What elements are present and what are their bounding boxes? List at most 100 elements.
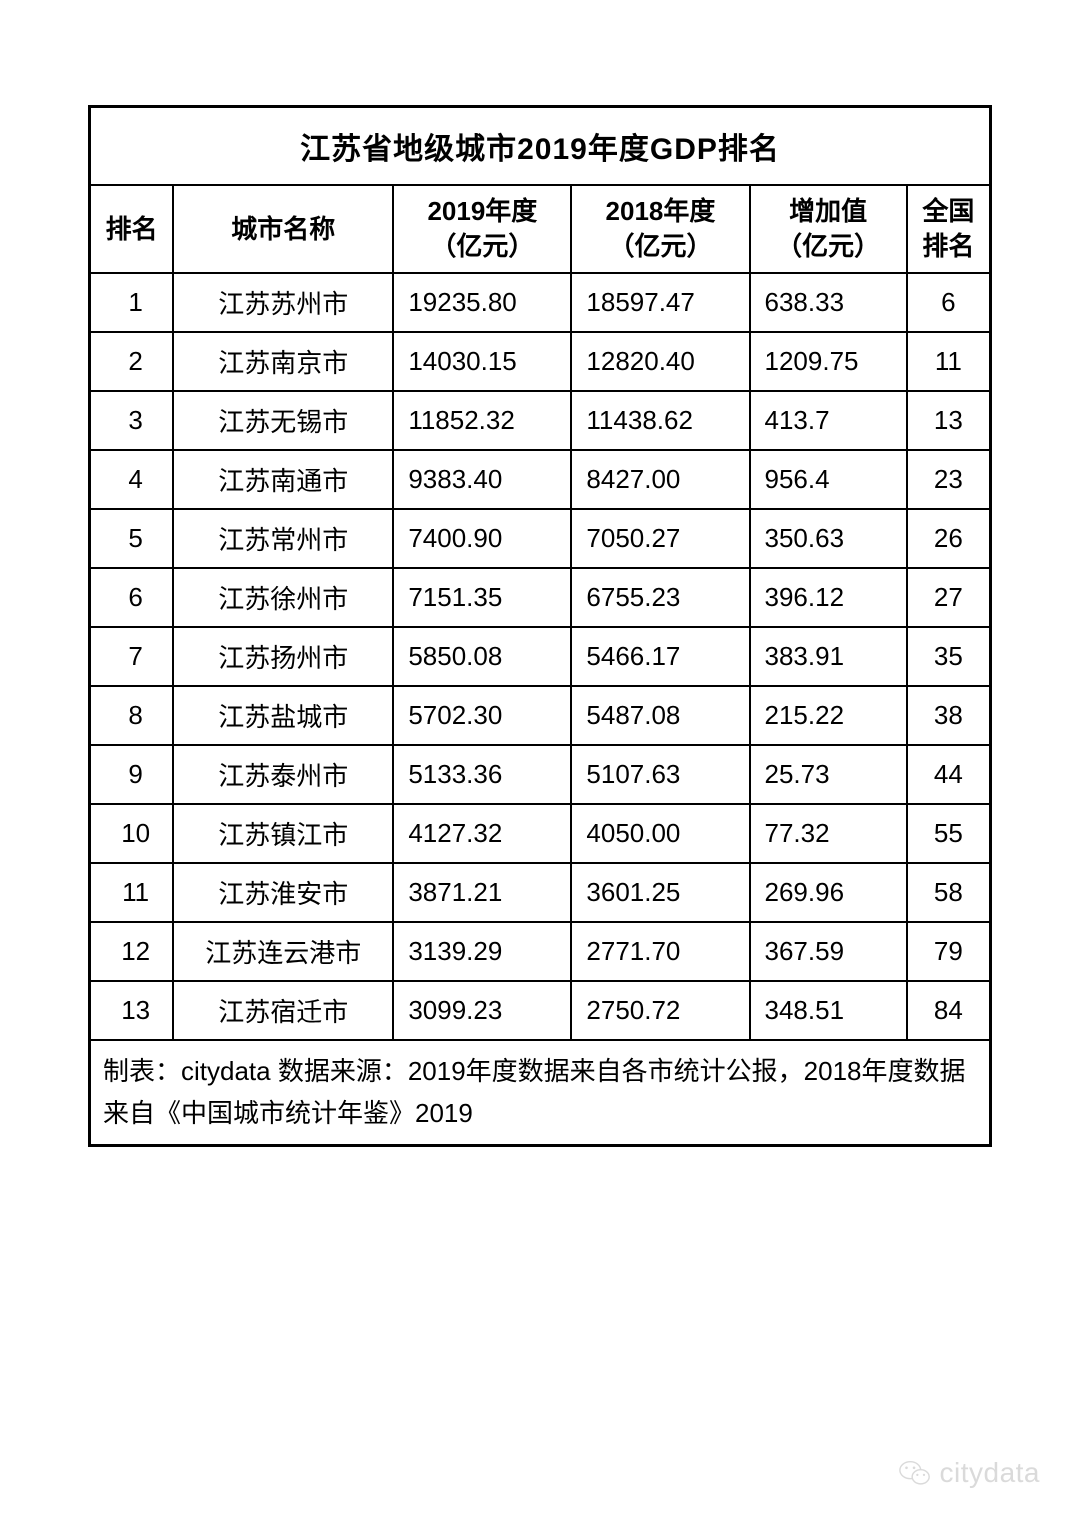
cell-2018: 5107.63 (571, 745, 749, 804)
cell-national-rank: 6 (907, 273, 991, 332)
cell-2019: 3871.21 (393, 863, 571, 922)
gdp-ranking-table-container: 江苏省地级城市2019年度GDP排名 排名 城市名称 2019年度（亿元） 20… (88, 105, 992, 1147)
table-row: 8江苏盐城市5702.305487.08215.2238 (90, 686, 991, 745)
table-row: 12江苏连云港市3139.292771.70367.5979 (90, 922, 991, 981)
cell-national-rank: 84 (907, 981, 991, 1040)
cell-2018: 2750.72 (571, 981, 749, 1040)
col-header-2019: 2019年度（亿元） (393, 185, 571, 273)
table-row: 4江苏南通市9383.408427.00956.423 (90, 450, 991, 509)
cell-rank: 8 (90, 686, 174, 745)
cell-city: 江苏扬州市 (173, 627, 393, 686)
table-title-row: 江苏省地级城市2019年度GDP排名 (90, 107, 991, 186)
cell-rank: 12 (90, 922, 174, 981)
cell-national-rank: 26 (907, 509, 991, 568)
cell-national-rank: 44 (907, 745, 991, 804)
cell-increase: 350.63 (750, 509, 907, 568)
cell-city: 江苏镇江市 (173, 804, 393, 863)
cell-2019: 9383.40 (393, 450, 571, 509)
cell-city: 江苏淮安市 (173, 863, 393, 922)
cell-rank: 10 (90, 804, 174, 863)
cell-city: 江苏宿迁市 (173, 981, 393, 1040)
cell-city: 江苏徐州市 (173, 568, 393, 627)
cell-2018: 5466.17 (571, 627, 749, 686)
cell-increase: 269.96 (750, 863, 907, 922)
cell-city: 江苏泰州市 (173, 745, 393, 804)
gdp-ranking-table: 江苏省地级城市2019年度GDP排名 排名 城市名称 2019年度（亿元） 20… (88, 105, 992, 1147)
table-row: 6江苏徐州市7151.356755.23396.1227 (90, 568, 991, 627)
cell-2018: 7050.27 (571, 509, 749, 568)
cell-2018: 8427.00 (571, 450, 749, 509)
table-row: 10江苏镇江市4127.324050.0077.3255 (90, 804, 991, 863)
cell-city: 江苏无锡市 (173, 391, 393, 450)
cell-increase: 413.7 (750, 391, 907, 450)
watermark-text: citydata (940, 1457, 1041, 1489)
cell-national-rank: 11 (907, 332, 991, 391)
table-header-row: 排名 城市名称 2019年度（亿元） 2018年度（亿元） 增加值（亿元） 全国… (90, 185, 991, 273)
cell-city: 江苏苏州市 (173, 273, 393, 332)
cell-city: 江苏南京市 (173, 332, 393, 391)
table-title: 江苏省地级城市2019年度GDP排名 (90, 107, 991, 186)
cell-rank: 2 (90, 332, 174, 391)
cell-2019: 19235.80 (393, 273, 571, 332)
cell-increase: 25.73 (750, 745, 907, 804)
table-row: 11江苏淮安市3871.213601.25269.9658 (90, 863, 991, 922)
cell-2018: 11438.62 (571, 391, 749, 450)
cell-rank: 6 (90, 568, 174, 627)
cell-national-rank: 35 (907, 627, 991, 686)
cell-2018: 5487.08 (571, 686, 749, 745)
table-body: 1江苏苏州市19235.8018597.47638.3362江苏南京市14030… (90, 273, 991, 1040)
cell-increase: 77.32 (750, 804, 907, 863)
cell-2019: 14030.15 (393, 332, 571, 391)
cell-rank: 4 (90, 450, 174, 509)
cell-increase: 1209.75 (750, 332, 907, 391)
cell-rank: 1 (90, 273, 174, 332)
cell-city: 江苏盐城市 (173, 686, 393, 745)
cell-national-rank: 79 (907, 922, 991, 981)
table-row: 2江苏南京市14030.1512820.401209.7511 (90, 332, 991, 391)
col-header-city: 城市名称 (173, 185, 393, 273)
cell-2018: 4050.00 (571, 804, 749, 863)
cell-2019: 7400.90 (393, 509, 571, 568)
table-row: 9江苏泰州市5133.365107.6325.7344 (90, 745, 991, 804)
cell-increase: 367.59 (750, 922, 907, 981)
col-header-rank: 排名 (90, 185, 174, 273)
table-row: 1江苏苏州市19235.8018597.47638.336 (90, 273, 991, 332)
col-header-increase: 增加值（亿元） (750, 185, 907, 273)
cell-rank: 11 (90, 863, 174, 922)
cell-national-rank: 38 (907, 686, 991, 745)
cell-national-rank: 27 (907, 568, 991, 627)
cell-2018: 12820.40 (571, 332, 749, 391)
cell-national-rank: 23 (907, 450, 991, 509)
cell-increase: 956.4 (750, 450, 907, 509)
cell-national-rank: 13 (907, 391, 991, 450)
cell-city: 江苏南通市 (173, 450, 393, 509)
cell-2019: 5133.36 (393, 745, 571, 804)
cell-city: 江苏常州市 (173, 509, 393, 568)
wechat-icon (898, 1456, 932, 1490)
table-row: 7江苏扬州市5850.085466.17383.9135 (90, 627, 991, 686)
table-row: 3江苏无锡市11852.3211438.62413.713 (90, 391, 991, 450)
cell-rank: 13 (90, 981, 174, 1040)
cell-rank: 7 (90, 627, 174, 686)
col-header-2018: 2018年度（亿元） (571, 185, 749, 273)
cell-city: 江苏连云港市 (173, 922, 393, 981)
cell-2019: 7151.35 (393, 568, 571, 627)
cell-national-rank: 55 (907, 804, 991, 863)
cell-2019: 3099.23 (393, 981, 571, 1040)
cell-increase: 383.91 (750, 627, 907, 686)
cell-2018: 6755.23 (571, 568, 749, 627)
cell-rank: 9 (90, 745, 174, 804)
table-footer-text: 制表：citydata 数据来源：2019年度数据来自各市统计公报，2018年度… (90, 1040, 991, 1146)
cell-increase: 396.12 (750, 568, 907, 627)
cell-2018: 2771.70 (571, 922, 749, 981)
table-footer-row: 制表：citydata 数据来源：2019年度数据来自各市统计公报，2018年度… (90, 1040, 991, 1146)
cell-2019: 5850.08 (393, 627, 571, 686)
cell-2018: 3601.25 (571, 863, 749, 922)
col-header-national-rank: 全国排名 (907, 185, 991, 273)
watermark: citydata (898, 1456, 1041, 1490)
cell-2019: 3139.29 (393, 922, 571, 981)
cell-rank: 5 (90, 509, 174, 568)
cell-rank: 3 (90, 391, 174, 450)
cell-increase: 215.22 (750, 686, 907, 745)
cell-2019: 11852.32 (393, 391, 571, 450)
